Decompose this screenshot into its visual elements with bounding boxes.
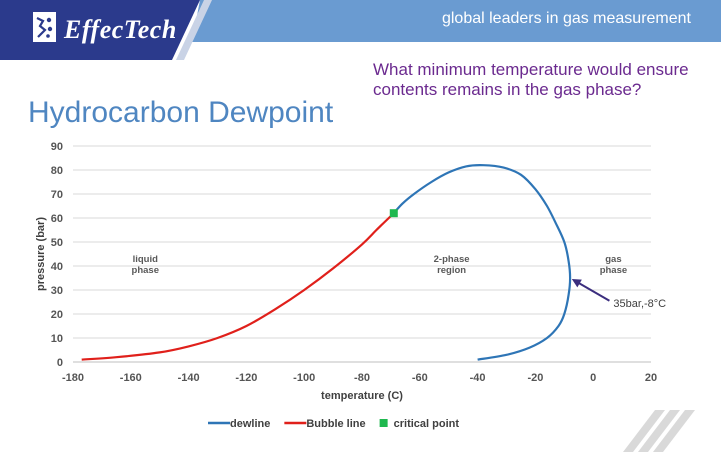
y-tick-label: 30 [51, 285, 63, 297]
region-label: 2-phase [434, 254, 470, 265]
banner-background [192, 0, 721, 42]
question-text: What minimum temperature would ensure co… [373, 60, 689, 99]
dewline-line [392, 164, 572, 361]
region-label: phase [600, 265, 627, 276]
x-tick-label: -60 [412, 372, 428, 384]
y-tick-label: 0 [57, 357, 63, 369]
chart-annotations: liquidphase2-phaseregiongasphase35bar,-8… [132, 254, 667, 310]
slash-1 [623, 410, 665, 452]
y-tick-label: 90 [51, 141, 63, 153]
legend-label-critical-point: critical point [394, 418, 460, 430]
x-tick-label: -100 [293, 372, 315, 384]
slash-3 [653, 410, 695, 452]
region-label: region [437, 265, 466, 276]
y-tick-label: 50 [51, 237, 63, 249]
brand-name: EffecTech [64, 15, 177, 44]
y-tick-label: 10 [51, 333, 63, 345]
x-tick-label: 0 [590, 372, 596, 384]
chart-legend: dewline Bubble line critical point [208, 418, 459, 430]
bubble-line-line [81, 212, 395, 361]
x-tick-label: -40 [470, 372, 486, 384]
x-tick-label: -140 [178, 372, 200, 384]
decorative-slashes [623, 410, 695, 452]
legend-label-dewline: dewline [230, 418, 270, 430]
y-tick-label: 20 [51, 309, 63, 321]
annotation-label: 35bar,-8°C [613, 298, 666, 310]
y-tick-label: 80 [51, 165, 63, 177]
legend-swatch-critical-point [379, 419, 388, 427]
x-tick-label: 20 [645, 372, 657, 384]
y-tick-label: 70 [51, 189, 63, 201]
chart-grid [73, 145, 651, 363]
annotation-arrow-line [576, 281, 610, 302]
x-axis-label: temperature (C) [321, 390, 403, 402]
y-tick-label: 40 [51, 261, 63, 273]
critical-point-marker [389, 209, 398, 218]
header-banner [0, 0, 721, 60]
legend-label-bubble-line: Bubble line [306, 418, 365, 430]
slide-title: Hydrocarbon Dewpoint [28, 96, 334, 129]
logo-icon [33, 12, 56, 42]
x-tick-label: -120 [235, 372, 257, 384]
tagline: global leaders in gas measurement [441, 10, 691, 27]
x-tick-label: -160 [120, 372, 142, 384]
banner-stripe [176, 0, 212, 60]
x-tick-label: -180 [62, 372, 84, 384]
region-label: phase [132, 265, 159, 276]
region-label: gas [605, 254, 621, 265]
x-tick-label: -80 [354, 372, 370, 384]
x-tick-label: -20 [527, 372, 543, 384]
slash-2 [638, 410, 680, 452]
annotation-arrowhead [571, 279, 582, 288]
y-tick-label: 60 [51, 213, 63, 225]
chart-ticks: 0 10 20 30 40 50 60 70 80 90 -180 -160 -140 -120 -100 -… [51, 141, 657, 384]
chart-series [81, 164, 572, 361]
y-axis-label: pressure (bar) [35, 217, 47, 291]
region-label: liquid [133, 254, 159, 265]
